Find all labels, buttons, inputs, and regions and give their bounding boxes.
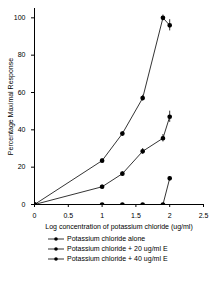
svg-text:1.5: 1.5	[131, 212, 141, 219]
html-text:Potassium chloride alone: Potassium chloride alone	[67, 235, 146, 242]
svg-text:2.5: 2.5	[199, 212, 209, 219]
svg-text:Percentage Maximal Response: Percentage Maximal Response	[7, 58, 15, 155]
svg-text:60: 60	[18, 89, 26, 96]
svg-text:80: 80	[18, 51, 26, 58]
svg-text:100: 100	[14, 14, 26, 21]
svg-text:0: 0	[33, 212, 37, 219]
html-text:Potassium chloride + 40 ug/ml: Potassium chloride + 40 ug/ml E	[67, 255, 168, 262]
svg-text:20: 20	[18, 163, 26, 170]
svg-text:0.5: 0.5	[63, 212, 73, 219]
svg-text:40: 40	[18, 126, 26, 133]
svg-text:2: 2	[168, 212, 172, 219]
svg-text:0: 0	[22, 201, 26, 208]
svg-text:1: 1	[100, 212, 104, 219]
svg-text:Log concentration of potassium: Log concentration of potassium chloride …	[45, 223, 192, 231]
html-text:Potassium chloride + 20 ug/ml: Potassium chloride + 20 ug/ml E	[67, 245, 168, 252]
